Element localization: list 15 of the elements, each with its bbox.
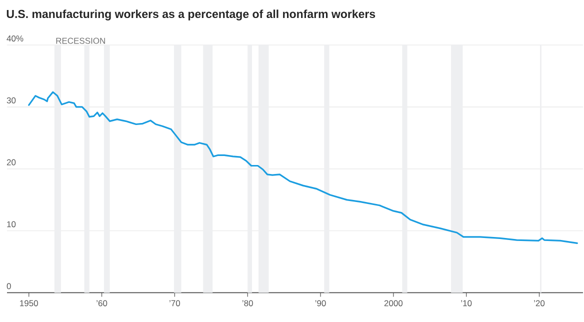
y-tick-label: 20 [6,159,16,166]
y-tick-label: 40% [6,35,24,42]
y-tick-label: 0 [6,283,11,290]
x-tick-label: 1950 [20,300,38,306]
x-tick-label: ’60 [96,300,108,306]
y-tick-label: 10 [7,221,16,228]
y-tick-label: 30 [6,97,16,104]
band-label: RECESSION [56,38,105,44]
x-tick-label: ’10 [461,300,472,306]
x-tick-label: ’90 [315,300,326,306]
chart-title: U.S. manufacturing workers as a percentage of all nonfarm workers [6,10,376,20]
x-tick-label: ’70 [170,300,180,306]
x-tick-label: 2000 [384,300,403,306]
x-tick-label: ’20 [534,300,545,306]
x-tick-label: ’80 [242,300,253,306]
